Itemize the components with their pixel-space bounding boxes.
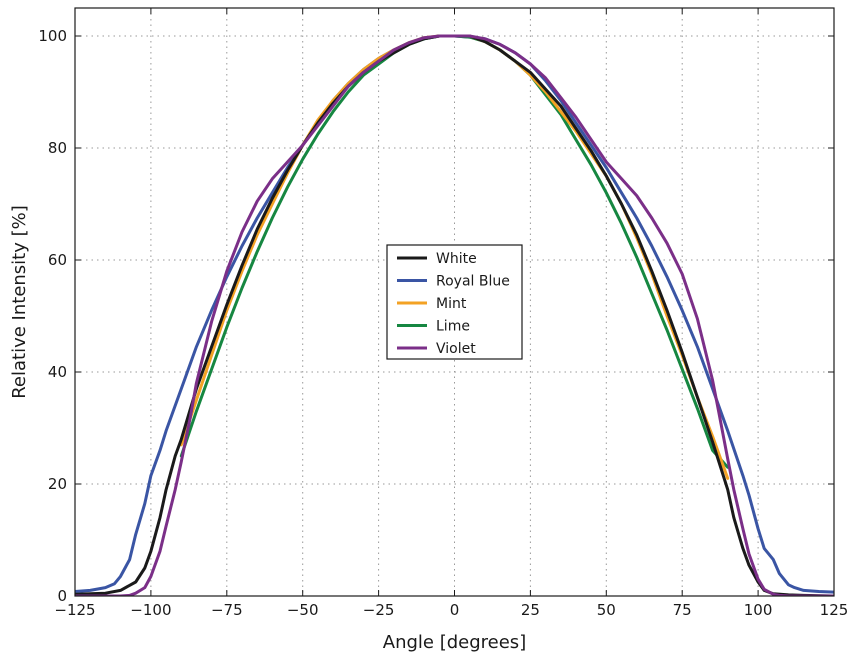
axis-ticks: −125 −100 −75 −50 −25 0 25 50 75 100 125 0 20 40 60 80 1… [38,8,848,619]
y-tick-label: 60 [48,251,67,269]
legend-label: Lime [436,319,470,335]
y-tick-label: 100 [38,27,67,45]
legend-label: Royal Blue [436,274,510,290]
y-tick-label: 40 [48,363,67,381]
x-tick-label: −25 [363,601,395,619]
x-tick-label: 75 [673,601,692,619]
x-tick-label: 100 [744,601,773,619]
x-tick-label: −125 [54,601,95,619]
x-tick-label: −75 [211,601,243,619]
x-axis-label: Angle [degrees] [383,632,526,653]
x-tick-label: 50 [597,601,616,619]
y-tick-label: 0 [57,587,67,605]
x-tick-label: −100 [130,601,171,619]
y-tick-label: 80 [48,139,67,157]
legend-label: White [436,251,477,267]
x-tick-label: 0 [450,601,460,619]
series-layer [75,34,834,596]
x-tick-label: 125 [820,601,849,619]
legend: White Royal Blue Mint Lime Violet [386,244,523,360]
y-axis-label: Relative Intensity [%] [9,205,30,399]
series-line-violet [75,34,834,596]
legend-label: Violet [436,341,476,357]
x-tick-label: −50 [287,601,319,619]
y-tick-label: 20 [48,475,67,493]
x-tick-label: 25 [521,601,540,619]
legend-label: Mint [436,296,467,312]
